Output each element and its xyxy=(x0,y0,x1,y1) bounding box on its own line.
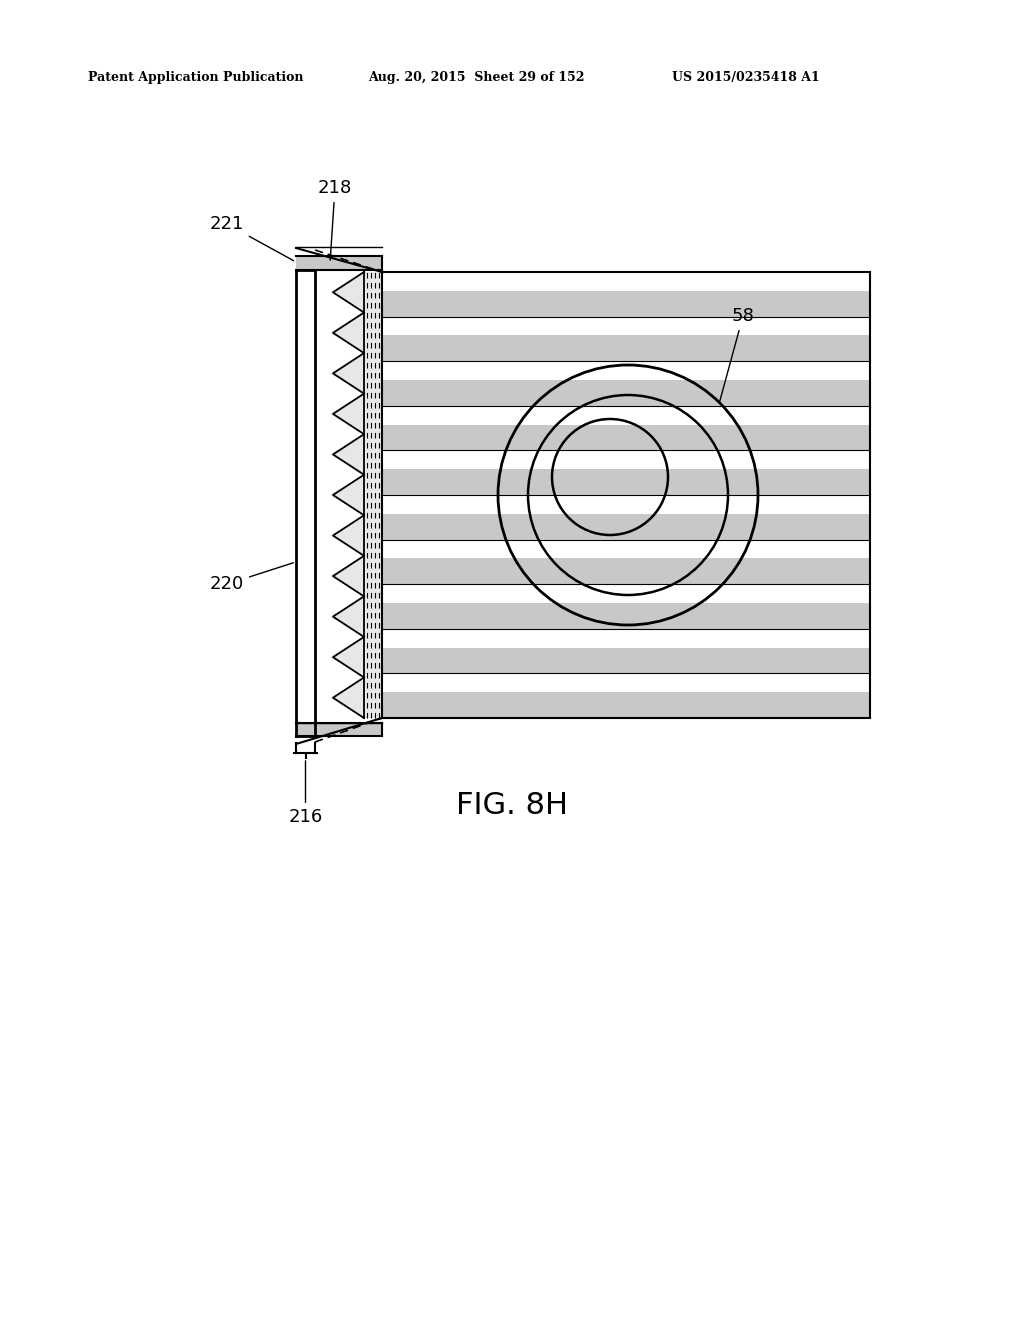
Polygon shape xyxy=(296,723,382,737)
Polygon shape xyxy=(382,290,870,317)
Polygon shape xyxy=(382,469,870,495)
Text: FIG. 8H: FIG. 8H xyxy=(456,791,568,820)
Text: 220: 220 xyxy=(210,562,293,593)
Text: 216: 216 xyxy=(289,760,323,826)
Polygon shape xyxy=(296,256,382,271)
Polygon shape xyxy=(382,648,870,673)
Text: 218: 218 xyxy=(317,180,352,260)
Text: US 2015/0235418 A1: US 2015/0235418 A1 xyxy=(672,71,820,84)
Text: Patent Application Publication: Patent Application Publication xyxy=(88,71,303,84)
Text: Aug. 20, 2015  Sheet 29 of 152: Aug. 20, 2015 Sheet 29 of 152 xyxy=(368,71,585,84)
Polygon shape xyxy=(382,558,870,585)
Polygon shape xyxy=(382,380,870,405)
Polygon shape xyxy=(296,247,382,256)
Polygon shape xyxy=(330,272,364,718)
Polygon shape xyxy=(296,718,382,723)
Text: 221: 221 xyxy=(210,215,294,260)
Polygon shape xyxy=(382,513,870,540)
Text: 58: 58 xyxy=(720,308,755,401)
Polygon shape xyxy=(382,692,870,718)
Polygon shape xyxy=(382,335,870,362)
Polygon shape xyxy=(382,603,870,628)
Polygon shape xyxy=(382,425,870,450)
Polygon shape xyxy=(364,272,382,718)
